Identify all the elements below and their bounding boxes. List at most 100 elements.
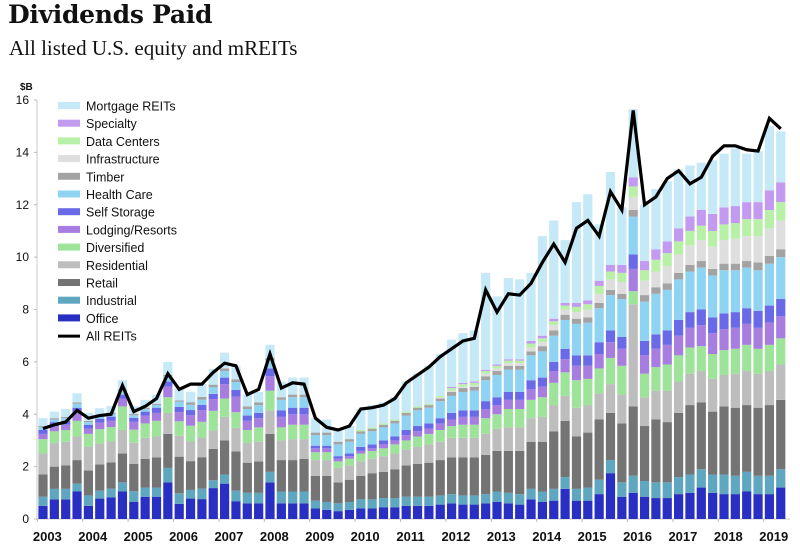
bar-segment-retail xyxy=(685,405,695,475)
bar-segment-retail xyxy=(730,407,740,476)
bar-segment-health-care xyxy=(220,371,230,378)
bar-segment-data-centers xyxy=(412,406,423,408)
bar-segment-residential xyxy=(265,410,275,434)
bar-segment-timber xyxy=(220,368,230,372)
bar-segment-retail xyxy=(401,465,411,497)
bar-segment-mortgage-reits xyxy=(95,408,105,415)
bar-segment-office xyxy=(49,499,59,519)
bar-segment-residential xyxy=(299,439,309,459)
bar-segment-health-care xyxy=(481,380,491,402)
legend: Mortgage REITs Specialty Data Centers Infra… xyxy=(58,100,177,344)
bar-segment-health-care xyxy=(424,407,434,424)
bar-segment-health-care xyxy=(651,293,661,335)
bar-segment-mortgage-reits xyxy=(310,418,320,433)
bar-segment-timber xyxy=(151,403,162,406)
bar-segment-health-care xyxy=(730,270,740,313)
bar-segment-self-storage xyxy=(424,423,434,429)
bar-segment-residential xyxy=(685,373,695,406)
bar-segment-diversified xyxy=(764,344,774,372)
bar-segment-diversified xyxy=(730,348,740,374)
bar-segment-diversified xyxy=(49,431,59,444)
bar-segment-data-centers xyxy=(492,365,502,369)
bar-segment-industrial xyxy=(515,494,525,505)
bars xyxy=(38,109,786,519)
bar-segment-office xyxy=(685,492,695,519)
bar-segment-data-centers xyxy=(526,343,536,348)
bar-segment-diversified xyxy=(140,423,150,438)
bar-segment-timber xyxy=(571,318,582,324)
bar-segment-office xyxy=(696,487,706,519)
bar-segment-infrastructure xyxy=(776,220,786,250)
bar-segment-lodging-resorts xyxy=(208,399,218,411)
bar-stack-2014Q3 xyxy=(560,240,570,519)
bar-segment-data-centers xyxy=(583,304,593,310)
bar-segment-retail xyxy=(753,407,763,476)
bar-segment-specialty xyxy=(776,182,786,203)
bar-segment-residential xyxy=(662,390,672,423)
bar-segment-health-care xyxy=(197,399,207,405)
bar-segment-self-storage xyxy=(254,412,264,419)
bar-segment-residential xyxy=(583,405,593,433)
bar-segment-retail xyxy=(344,479,355,502)
bar-segment-mortgage-reits xyxy=(515,279,525,360)
bar-segment-office xyxy=(72,491,82,519)
bar-segment-mortgage-reits xyxy=(674,169,684,229)
bar-segment-diversified xyxy=(776,338,786,365)
bar-segment-industrial xyxy=(605,460,616,474)
y-tick-label: 6 xyxy=(22,355,29,369)
bar-segment-retail xyxy=(605,412,616,461)
bar-segment-mortgage-reits xyxy=(72,393,82,403)
bar-segment-industrial xyxy=(117,482,128,492)
bar-segment-retail xyxy=(549,431,559,489)
bar-segment-residential xyxy=(390,453,400,470)
bar-segment-residential xyxy=(151,436,162,458)
x-tick-label: 2008 xyxy=(260,529,289,544)
bar-segment-self-storage xyxy=(344,453,355,457)
bar-segment-timber xyxy=(549,330,559,336)
bar-segment-mortgage-reits xyxy=(617,207,627,265)
bar-segment-mortgage-reits xyxy=(753,151,763,203)
bar-stack-2016Q2 xyxy=(639,204,650,519)
bar-segment-self-storage xyxy=(560,348,570,360)
bar-segment-health-care xyxy=(742,267,752,309)
legend-swatch xyxy=(58,102,80,109)
bar-segment-retail xyxy=(140,458,150,488)
bar-segment-diversified xyxy=(117,406,128,430)
bar-segment-retail xyxy=(537,441,547,492)
bar-segment-timber xyxy=(288,394,298,398)
bar-stack-2009Q3 xyxy=(333,428,343,519)
bar-segment-lodging-resorts xyxy=(742,323,752,345)
bar-segment-diversified xyxy=(220,398,230,417)
bar-segment-industrial xyxy=(197,488,207,500)
bar-segment-timber xyxy=(310,432,320,436)
bar-segment-mortgage-reits xyxy=(708,160,718,214)
legend-item-infrastructure: Infrastructure xyxy=(58,153,160,167)
bar-segment-self-storage xyxy=(174,406,184,413)
bar-stack-2005Q1 xyxy=(129,406,139,519)
bar-segment-retail xyxy=(424,462,434,497)
all-reits-line xyxy=(42,110,782,432)
bar-segment-mortgage-reits xyxy=(549,220,559,319)
bar-segment-self-storage xyxy=(435,418,445,424)
bar-segment-lodging-resorts xyxy=(662,344,672,365)
bar-segment-industrial xyxy=(95,490,105,499)
bar-segment-lodging-resorts xyxy=(49,426,59,432)
bar-segment-mortgage-reits xyxy=(776,131,786,183)
bar-segment-mortgage-reits xyxy=(401,381,411,412)
bar-segment-industrial xyxy=(49,488,59,500)
bar-segment-diversified xyxy=(378,448,389,457)
bar-segment-specialty xyxy=(594,280,604,286)
bar-segment-industrial xyxy=(481,494,491,504)
bar-segment-data-centers xyxy=(560,305,570,310)
bar-segment-diversified xyxy=(651,367,661,391)
bar-segment-diversified xyxy=(617,365,627,395)
bar-segment-timber xyxy=(696,261,706,268)
bar-segment-lodging-resorts xyxy=(617,348,627,366)
bar-segment-mortgage-reits xyxy=(390,397,400,420)
bar-stack-2008Q3 xyxy=(288,377,298,519)
bar-segment-mortgage-reits xyxy=(583,194,593,301)
bar-segment-specialty xyxy=(458,382,468,385)
bar-segment-data-centers xyxy=(617,272,627,283)
bar-segment-specialty xyxy=(708,213,718,231)
bar-stack-2017Q1 xyxy=(674,169,684,519)
